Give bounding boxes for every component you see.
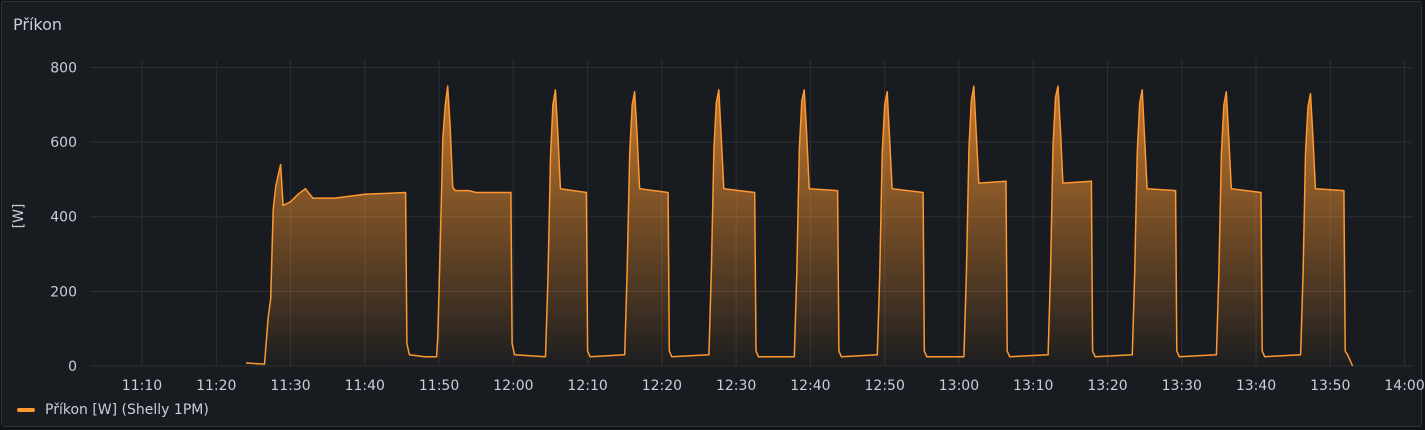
x-tick-label: 12:30	[716, 378, 756, 394]
series-area-0	[246, 86, 1353, 366]
x-tick-label: 11:40	[345, 378, 385, 394]
y-tick-label: 800	[50, 60, 77, 76]
x-tick-label: 13:40	[1236, 378, 1276, 394]
series-line-0	[245, 85, 1354, 367]
y-tick-label: 0	[68, 359, 77, 375]
x-tick-label: 11:50	[419, 378, 459, 394]
x-tick-label: 13:10	[1013, 378, 1053, 394]
x-tick-label: 13:00	[939, 378, 979, 394]
y-axis-title: [W]	[11, 204, 27, 229]
x-tick-label: 13:30	[1162, 378, 1202, 394]
legend-label: Příkon [W] (Shelly 1PM)	[45, 402, 209, 418]
y-tick-label: 400	[50, 210, 77, 226]
x-tick-label: 13:20	[1087, 378, 1127, 394]
x-tick-label: 11:30	[270, 378, 310, 394]
x-tick-label: 12:50	[865, 378, 905, 394]
x-tick-label: 11:20	[196, 378, 236, 394]
x-tick-label: 14:00	[1384, 378, 1424, 394]
x-tick-label: 12:00	[493, 378, 533, 394]
x-tick-label: 12:20	[642, 378, 682, 394]
x-tick-label: 13:50	[1310, 378, 1350, 394]
x-tick-label: 11:10	[122, 378, 162, 394]
panel-title: Příkon	[13, 15, 63, 34]
legend[interactable]: Příkon [W] (Shelly 1PM)	[17, 402, 209, 418]
legend-swatch	[17, 408, 35, 412]
y-tick-label: 600	[50, 135, 77, 151]
x-tick-label: 12:40	[790, 378, 830, 394]
x-tick-label: 12:10	[567, 378, 607, 394]
y-tick-label: 200	[50, 284, 77, 300]
